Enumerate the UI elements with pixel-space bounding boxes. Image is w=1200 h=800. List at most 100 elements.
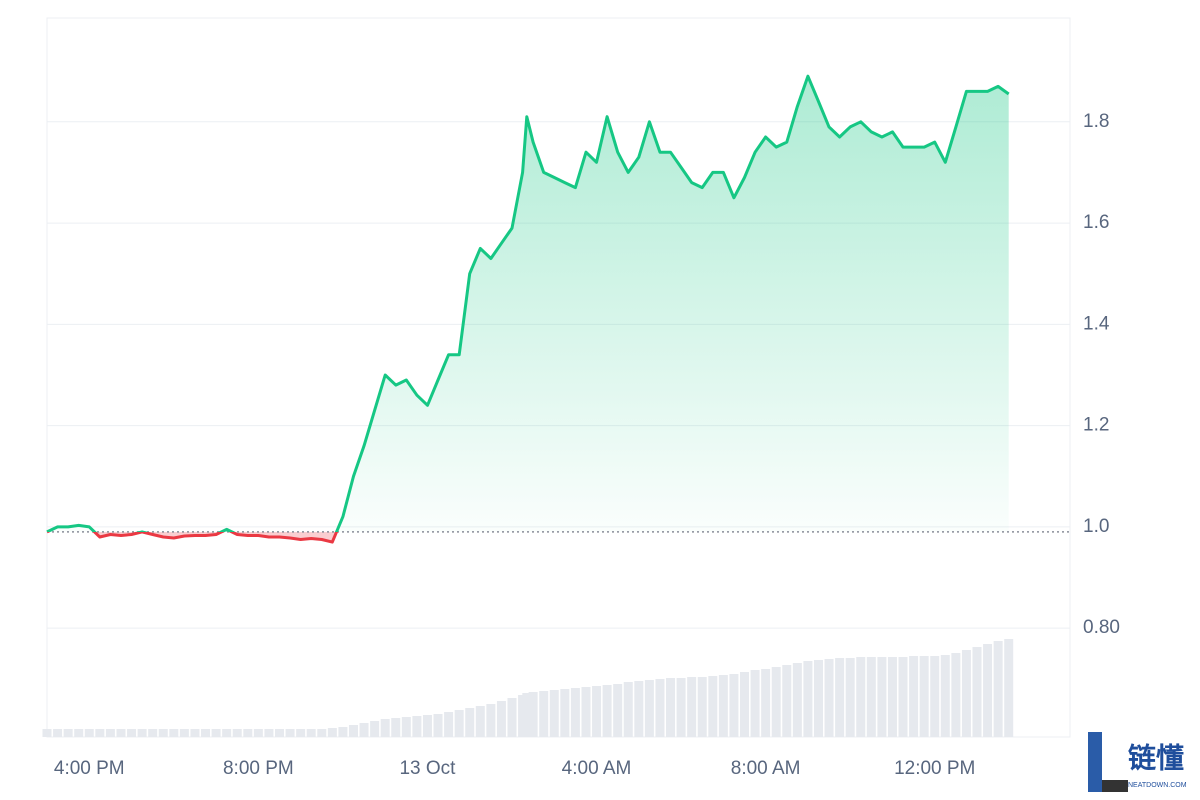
volume-bar (782, 665, 792, 737)
volume-bar (370, 721, 380, 737)
logo-site: NEATDOWN.COM (1128, 782, 1187, 789)
volume-bar (116, 729, 126, 737)
volume-bar (539, 691, 549, 737)
price-area (47, 76, 1009, 543)
volume-bar (53, 729, 63, 737)
volume-bar (285, 729, 295, 737)
volume-bar (169, 729, 179, 737)
volume-bar (792, 663, 802, 737)
volume-bar (63, 729, 73, 737)
volume-bar (750, 670, 760, 737)
volume-bar (253, 729, 263, 737)
y-tick-label: 1.8 (1083, 111, 1109, 132)
x-tick-label: 4:00 AM (562, 758, 632, 779)
y-tick-label: 1.0 (1083, 516, 1109, 537)
volume-bar (666, 678, 676, 737)
volume-bar (824, 659, 834, 737)
volume-bar (877, 657, 887, 737)
volume-bar (919, 656, 929, 737)
volume-bar (348, 725, 358, 737)
volume-bar (898, 657, 908, 737)
volume-bar (296, 729, 306, 737)
volume-bar (634, 681, 644, 737)
volume-bar (190, 729, 200, 737)
logo-foot (1102, 780, 1128, 792)
volume-bar (391, 718, 401, 737)
volume-bar (771, 667, 781, 737)
volume-bar (708, 676, 718, 737)
volume-bar (327, 728, 337, 737)
volume-bar (972, 647, 982, 737)
volume-bar (306, 729, 316, 737)
volume-bar (496, 701, 506, 737)
volume-bar (42, 729, 52, 737)
volume-bar (401, 717, 411, 737)
logo-name: 链懂 (1128, 742, 1184, 773)
volume-bar (813, 660, 823, 737)
volume-bar (961, 650, 971, 737)
volume-bar (243, 729, 253, 737)
volume-bar (211, 729, 221, 737)
volume-bar (222, 729, 232, 737)
volume-bar (522, 693, 532, 737)
volume-bar (623, 682, 633, 737)
volume-bar (127, 729, 137, 737)
volume-bar (528, 692, 538, 737)
volume-bar (718, 675, 728, 737)
volume-bar (95, 729, 105, 737)
volume-bar (676, 678, 686, 737)
volume-bar (433, 714, 443, 737)
volume-bar (581, 687, 591, 737)
volume-bar (507, 698, 517, 737)
volume-bar (454, 710, 464, 737)
volume-bar (940, 655, 950, 737)
volume-bar (380, 719, 390, 737)
volume-bar (444, 712, 454, 737)
y-tick-label: 0.80 (1083, 617, 1120, 638)
volume-bar (866, 657, 876, 737)
volume-bar (158, 729, 168, 737)
volume-bar (549, 690, 559, 737)
watermark: 0.80 1.0 1.2 1.4 1.6 1.8 4:00 PM 8:00 PM 13 Oct 4… (42, 74, 1187, 792)
volume-bar (317, 729, 327, 737)
y-tick-label: 1.2 (1083, 415, 1109, 436)
x-tick-label: 13 Oct (399, 758, 456, 779)
volume-bar (909, 656, 919, 737)
volume-bar (275, 729, 284, 737)
volume-bar (592, 686, 602, 737)
volume-bar (338, 727, 348, 737)
volume-bar (570, 688, 580, 737)
volume-bar (697, 677, 707, 737)
logo-l (1088, 732, 1128, 792)
volume-bar (613, 684, 623, 737)
volume-bar (803, 661, 813, 737)
volume-bar (655, 679, 665, 737)
volume-bar (983, 644, 993, 737)
volume-bar (264, 729, 274, 737)
volume-bar (359, 723, 369, 737)
price-line (46, 74, 1010, 544)
x-tick-label: 12:00 PM (894, 758, 975, 779)
x-tick-label: 8:00 AM (731, 758, 801, 779)
volume-bar (74, 729, 84, 737)
volume-bar (412, 716, 422, 737)
volume-bar (486, 704, 496, 737)
volume-bar (761, 669, 771, 737)
volume-bar (137, 729, 147, 737)
volume-bar (729, 674, 739, 737)
volume-bar (930, 656, 940, 737)
volume-bar (993, 641, 1003, 737)
volume-bar (560, 689, 570, 737)
volume-bar (105, 729, 115, 737)
volume-bar (148, 729, 158, 737)
volume-bar (201, 729, 211, 737)
x-tick-label: 8:00 PM (223, 758, 294, 779)
volume-bar (845, 658, 855, 737)
volume-bar (232, 729, 242, 737)
volume-bar (475, 706, 485, 737)
volume-bar (84, 729, 94, 737)
volume-bar (887, 657, 897, 737)
volume-bar (687, 677, 697, 737)
